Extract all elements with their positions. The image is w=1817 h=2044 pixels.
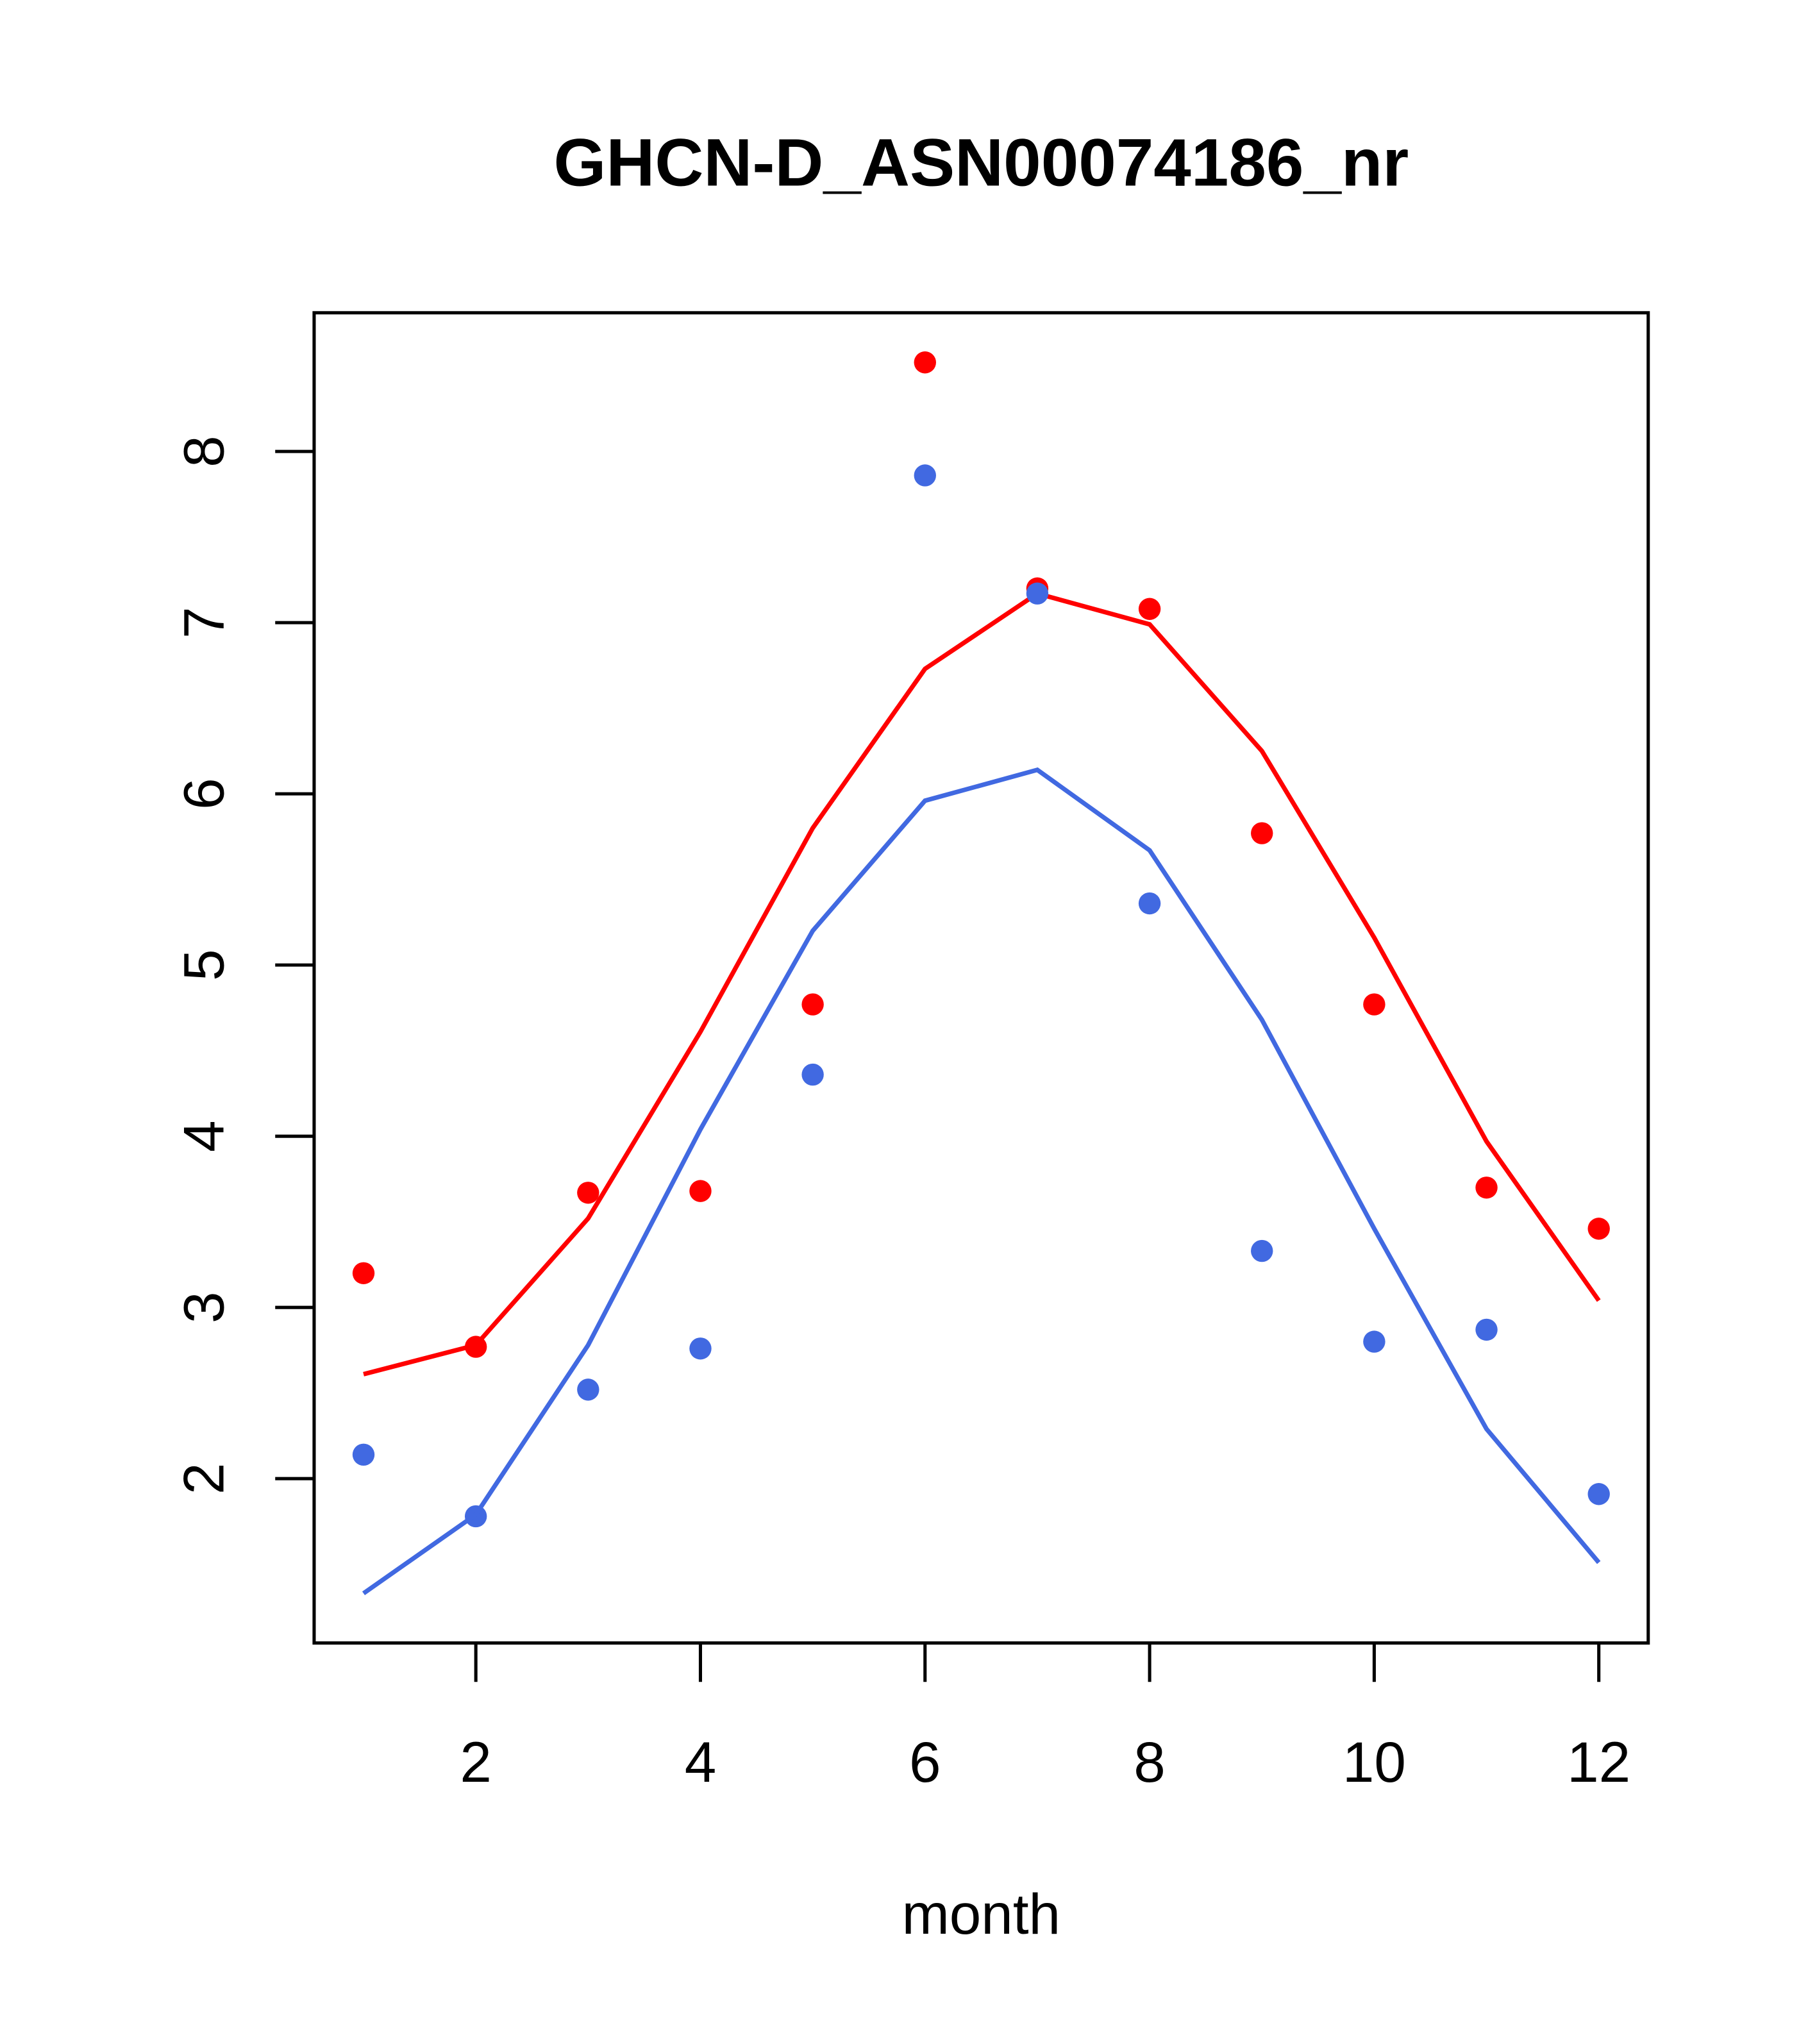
red-points-point [352,1262,375,1284]
red-points-point [801,993,824,1016]
blue-line-series [362,767,1601,1596]
blue-points-point [914,464,936,487]
blue-points-point [1475,1318,1498,1341]
red-points-point [577,1182,599,1204]
red-points-point [1475,1177,1498,1199]
y-tick-label: 4 [171,1120,235,1152]
red-points-point [914,351,936,374]
red-points-point [1587,1218,1610,1240]
y-tick-label: 5 [171,949,235,981]
blue-points-point [1138,892,1161,915]
y-tick-label: 2 [171,1462,235,1495]
x-tick-label: 12 [1567,1730,1630,1794]
red-points-point [689,1180,712,1202]
x-axis-label: month [902,1882,1061,1946]
red-points-point [1363,993,1386,1016]
plot-frame [312,311,1650,1645]
x-tick-label: 6 [909,1730,941,1794]
red-points-point [1138,598,1161,620]
y-tick-label: 7 [171,607,235,639]
x-tick-label: 10 [1343,1730,1406,1794]
x-tick-label: 4 [685,1730,717,1794]
blue-points-point [352,1443,375,1466]
blue-points-point [1587,1483,1610,1505]
blue-points-point [1026,582,1049,605]
x-tick-label: 2 [460,1730,492,1794]
y-tick-label: 8 [171,435,235,467]
blue-points-point [577,1378,599,1401]
chart-title: GHCN-D_ASN00074186_nr [553,125,1409,200]
blue-points-point [1363,1330,1386,1353]
red-points-point [1251,822,1273,844]
red-line-series [363,591,1601,1377]
blue-points-point [1251,1239,1273,1262]
y-tick-label: 6 [171,778,235,810]
blue-points-point [689,1337,712,1360]
x-tick-label: 8 [1134,1730,1166,1794]
y-tick-label: 3 [171,1291,235,1323]
blue-points-point [801,1063,824,1086]
